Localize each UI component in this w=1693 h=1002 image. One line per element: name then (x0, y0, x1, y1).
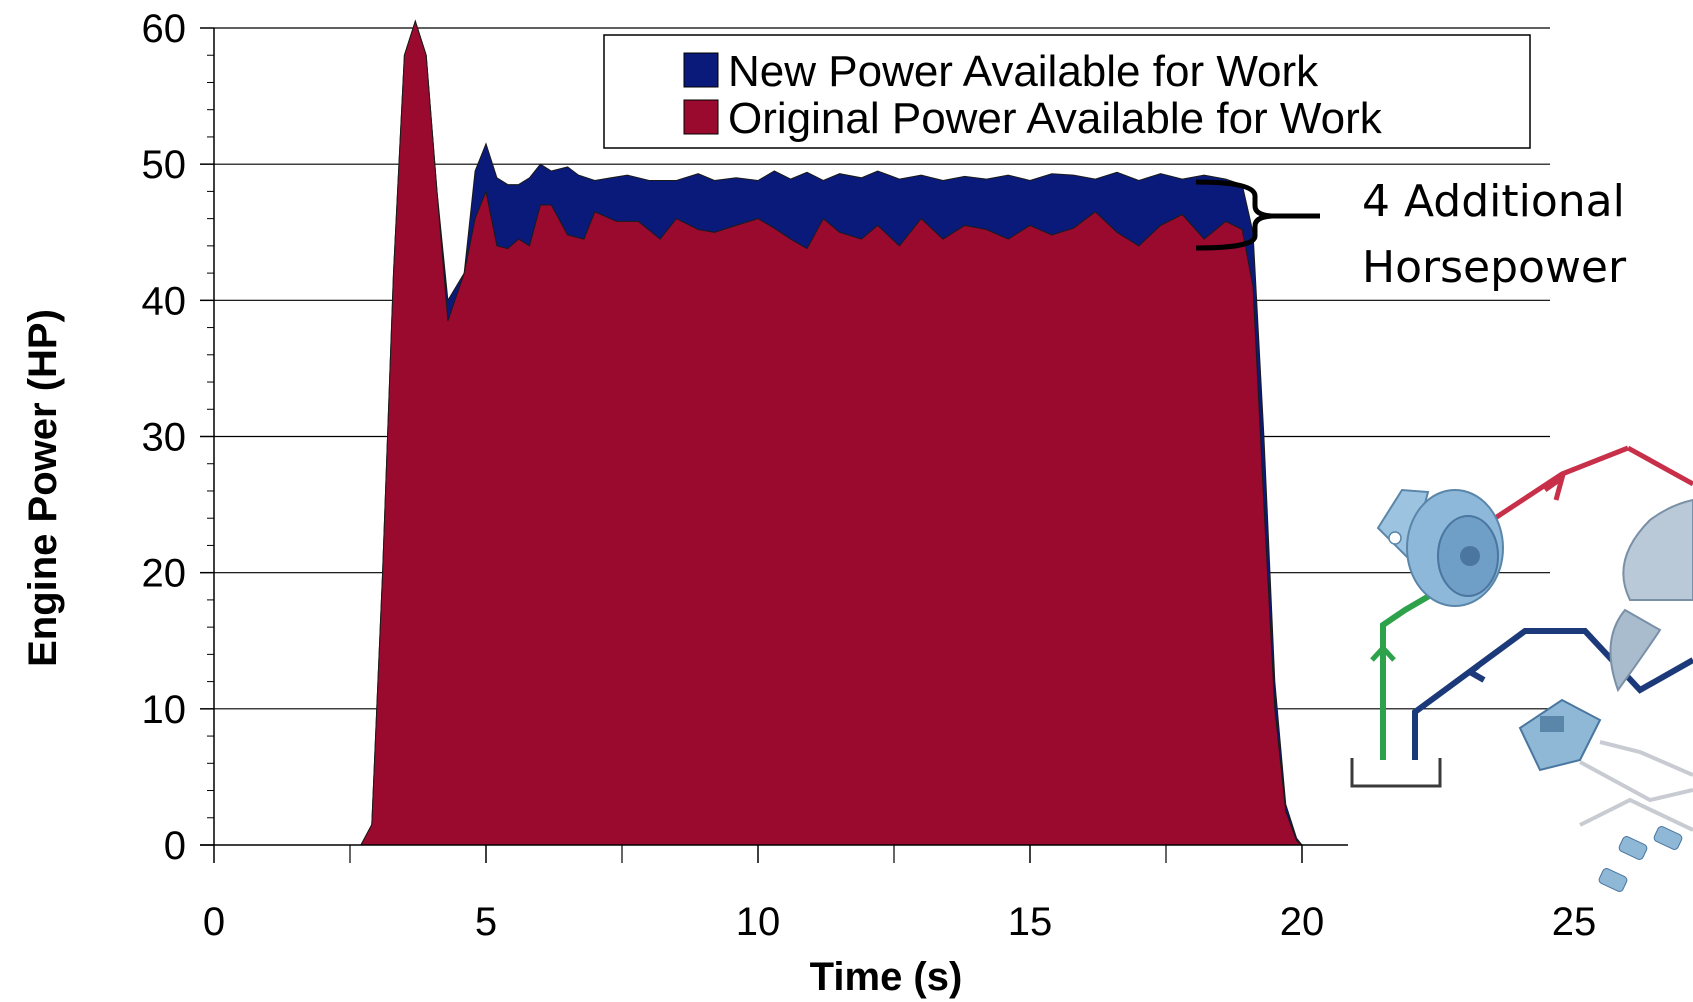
x-axis-title: Time (s) (810, 955, 963, 999)
x-tick-label: 5 (475, 900, 497, 944)
brace-icon (1195, 179, 1320, 251)
additional-horsepower-annotation: 4 Additional Horsepower (1195, 176, 1627, 293)
y-axis-title: Engine Power (HP) (21, 309, 65, 667)
x-ticks: 0 5 10 15 20 25 (203, 845, 1596, 944)
x-tick-label: 20 (1280, 900, 1325, 944)
y-tick-label: 30 (142, 416, 187, 460)
legend-label-new-power: New Power Available for Work (728, 47, 1319, 96)
annotation-line-1: 4 Additional (1362, 176, 1625, 227)
control-valve-icon (1518, 698, 1602, 772)
area-series (360, 19, 1304, 846)
y-tick-label: 0 (164, 824, 186, 868)
x-tick-label: 10 (736, 900, 781, 944)
legend-swatch-original-power (683, 99, 719, 135)
y-tick-label: 60 (142, 7, 187, 51)
x-tick-label: 25 (1552, 900, 1597, 944)
fan-blade-icon (1609, 498, 1693, 693)
y-tick-label: 10 (142, 688, 187, 732)
pilot-line-3 (1579, 797, 1693, 832)
legend-label-original-power: Original Power Available for Work (728, 94, 1383, 143)
pressure-line (1478, 445, 1629, 531)
area-original-power (360, 19, 1304, 846)
pressure-line-upper (1626, 445, 1693, 487)
hydraulic-motor-icon (1376, 488, 1504, 607)
pilot-line-2 (1579, 760, 1693, 803)
legend-swatch-new-power (683, 52, 719, 88)
x-tick-label: 0 (203, 900, 225, 944)
supply-arrow-icon (1370, 644, 1396, 662)
pilot-line-1 (1599, 740, 1693, 777)
annotation-line-2: Horsepower (1362, 242, 1627, 293)
legend-box (603, 34, 1531, 149)
y-tick-label: 20 (142, 552, 187, 596)
y-tick-label: 40 (142, 279, 187, 323)
return-line (1412, 628, 1693, 760)
pressure-arrow-icon (1543, 471, 1567, 501)
sensor-fitting-icon (1598, 826, 1683, 892)
return-arrow-icon (1464, 663, 1486, 683)
legend: New Power Available for Work Original Po… (603, 34, 1531, 149)
y-tick-label: 50 (142, 143, 187, 187)
y-ticks: 0 10 20 30 40 50 60 (142, 7, 214, 868)
reservoir-icon (1350, 758, 1442, 788)
x-tick-label: 15 (1008, 900, 1053, 944)
hydraulic-fan-diagram (1350, 445, 1693, 892)
